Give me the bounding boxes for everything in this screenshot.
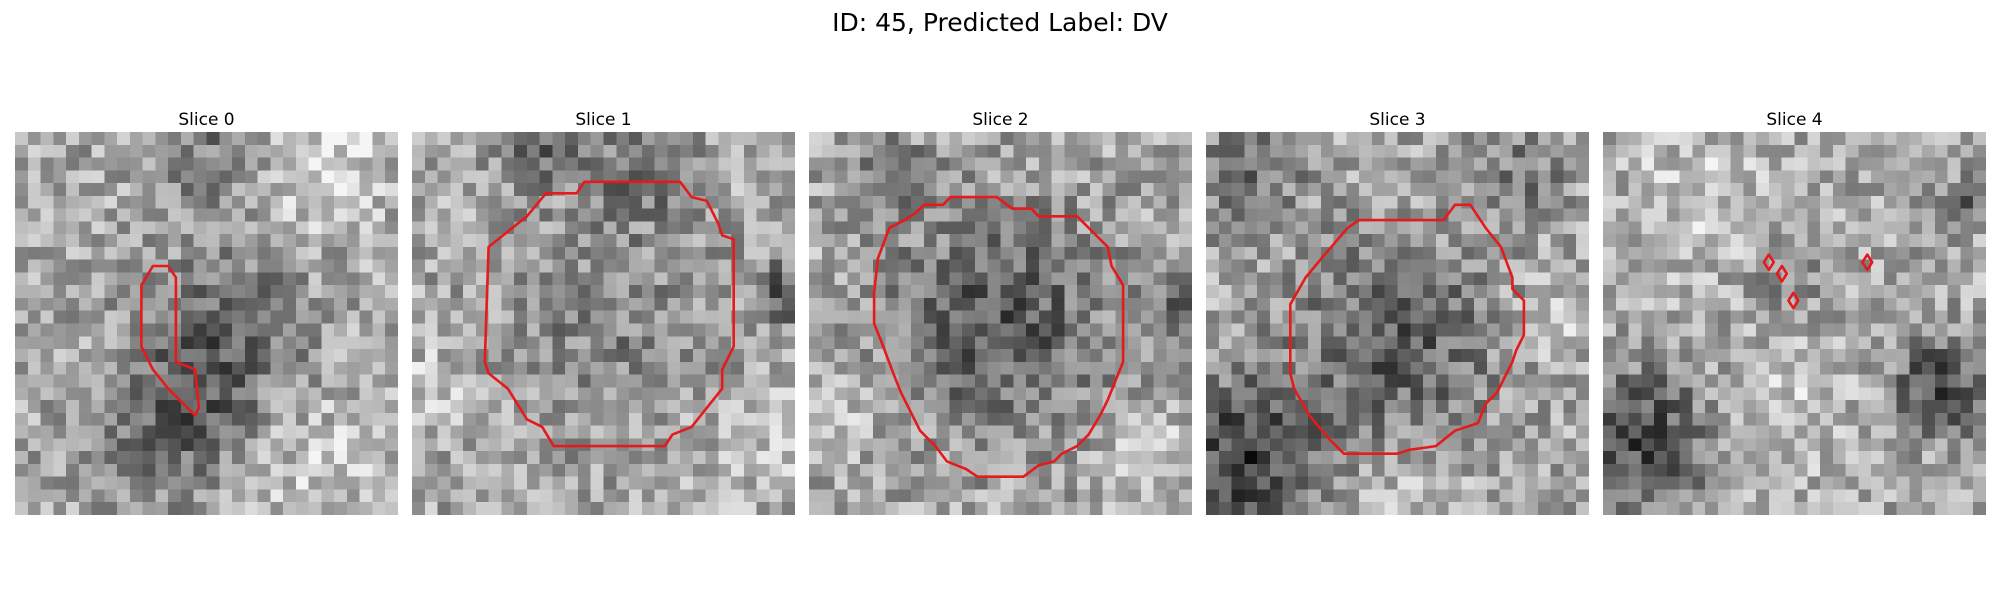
slice-panel: Slice 1	[412, 110, 795, 515]
slice-title: Slice 1	[575, 110, 632, 130]
contour-overlay	[1289, 203, 1526, 456]
slice-title: Slice 3	[1369, 110, 1426, 130]
contour-overlay	[483, 180, 736, 448]
segmentation-contour	[483, 180, 736, 448]
contour-overlay	[872, 195, 1125, 479]
segmentation-contour	[1787, 291, 1800, 310]
slice-title: Slice 2	[972, 110, 1029, 130]
segmentation-contour	[1762, 253, 1776, 272]
slice-title: Slice 4	[1766, 110, 1823, 130]
slice-panel: Slice 4	[1603, 110, 1986, 515]
slice-image	[15, 132, 398, 515]
segmentation-contour	[140, 264, 201, 417]
slice-panel: Slice 2	[809, 110, 1192, 515]
segmentation-contour	[1289, 203, 1526, 456]
slice-panel: Slice 0	[15, 110, 398, 515]
figure-title: ID: 45, Predicted Label: DV	[832, 8, 1168, 37]
slice-image	[412, 132, 795, 515]
slice-panel: Slice 3	[1206, 110, 1589, 515]
slice-image	[1603, 132, 1986, 515]
contour-overlay	[140, 264, 201, 417]
segmentation-contour	[872, 195, 1125, 479]
segmentation-contour	[1775, 264, 1789, 283]
segmentation-contour	[1860, 253, 1874, 272]
slice-title: Slice 0	[178, 110, 235, 130]
contour-overlay	[1762, 253, 1874, 310]
